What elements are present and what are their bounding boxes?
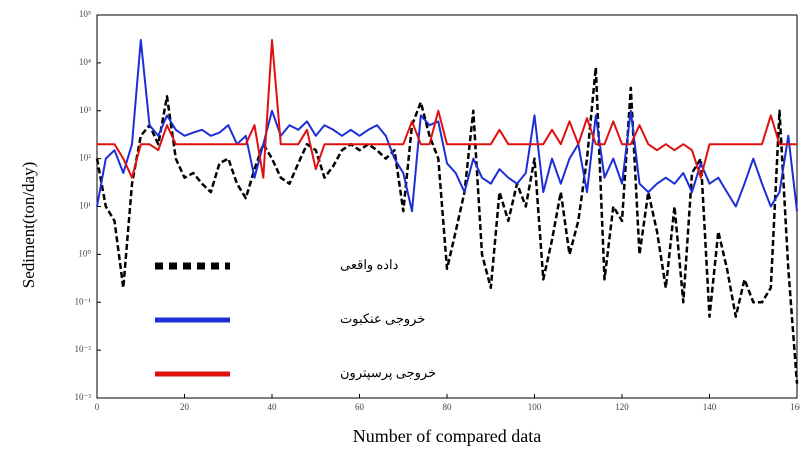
y-tick-label: 10⁻³	[75, 392, 92, 402]
series-line	[97, 39, 797, 179]
x-tick-label: 160	[790, 402, 800, 412]
series-line	[96, 39, 798, 213]
y-tick-label: 10²	[79, 153, 91, 163]
y-tick-label: 10⁻²	[75, 344, 92, 354]
x-axis-label: Number of compared data	[353, 426, 541, 446]
x-tick-label: 0	[95, 402, 100, 412]
legend-label: خروجی پرسپترون	[340, 365, 436, 381]
plot-frame	[96, 14, 798, 399]
y-tick-label: 10⁰	[78, 248, 91, 258]
x-tick-label: 80	[443, 402, 453, 412]
y-tick-label: 10⁴	[79, 57, 91, 67]
x-tick-label: 120	[615, 402, 629, 412]
y-tick-label: 10¹	[79, 201, 91, 211]
y-tick-label: 10⁻¹	[75, 296, 92, 306]
x-tick-label: 60	[355, 402, 365, 412]
x-tick-label: 140	[703, 402, 717, 412]
x-tick-label: 40	[268, 402, 278, 412]
x-tick-label: 100	[528, 402, 542, 412]
y-tick-label: 10⁵	[79, 9, 91, 19]
y-axis-label: Sediment(ton/day)	[19, 162, 38, 289]
legend-label: خروجی عنکبوت	[340, 311, 425, 327]
series-line	[95, 66, 799, 384]
x-tick-label: 20	[180, 402, 190, 412]
y-tick-label: 10³	[79, 105, 91, 115]
legend-label: داده واقعی	[340, 257, 399, 273]
